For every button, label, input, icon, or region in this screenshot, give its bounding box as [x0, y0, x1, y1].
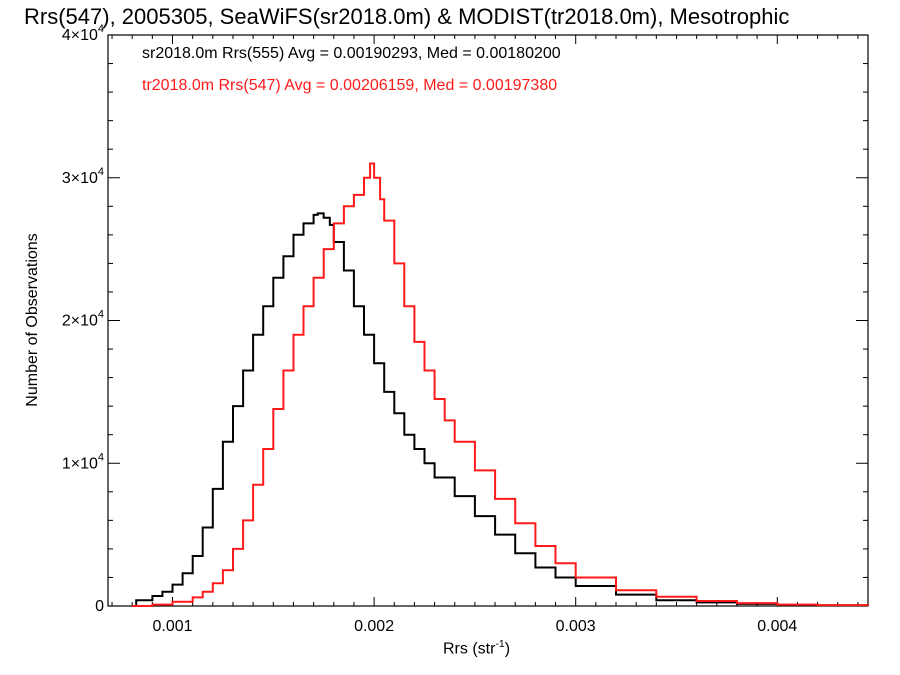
- y-tick-label: 0: [95, 598, 104, 615]
- chart-title: Rrs(547), 2005305, SeaWiFS(sr2018.0m) & …: [24, 4, 790, 29]
- x-tick-label: 0.001: [152, 618, 192, 635]
- y-tick-label: 3×104: [62, 166, 104, 187]
- y-tick-label: 1×104: [62, 451, 104, 472]
- x-tick-label: 0.002: [354, 618, 394, 635]
- series-line-sr2018: [132, 212, 869, 607]
- legend-entry-sr2018: sr2018.0m Rrs(555) Avg = 0.00190293, Med…: [142, 45, 561, 62]
- x-tick-label: 0.003: [556, 618, 596, 635]
- series-line-tr2018: [132, 162, 869, 607]
- x-tick-label: 0.004: [757, 618, 797, 635]
- y-tick-label: 2×104: [62, 309, 104, 330]
- legend-entry-tr2018: tr2018.0m Rrs(547) Avg = 0.00206159, Med…: [142, 77, 558, 94]
- y-axis-label: Number of Observations: [24, 233, 41, 407]
- x-axis-label: Rrs (str-1): [443, 639, 511, 658]
- y-tick-label: 4×104: [62, 23, 104, 44]
- plot-frame: [107, 34, 869, 607]
